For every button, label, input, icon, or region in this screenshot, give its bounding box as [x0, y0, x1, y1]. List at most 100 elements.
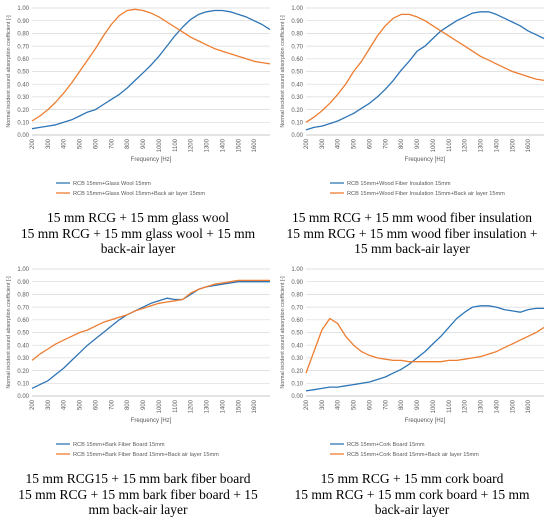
legend-label-1: RCB 15mm+Wood Fiber Insulation 15mm: [347, 181, 451, 187]
series-line-1: [305, 305, 544, 392]
y-tick-label: 0.90: [17, 19, 29, 25]
x-tick-label: 200: [304, 399, 310, 410]
y-tick-label: 0.70: [291, 305, 303, 311]
y-tick-label: 0.80: [17, 293, 29, 299]
chart-panel-cork-board: 0.00 0.10 0.20 0.30 0.40 0.50 0.60 0.70 0.80 0.90…: [276, 263, 548, 527]
x-tick-label: 300: [320, 138, 326, 149]
y-tick-label: 0.90: [291, 19, 303, 25]
y-tick-label: 0.50: [291, 70, 303, 76]
x-tick-label: 1400: [494, 138, 500, 152]
x-tick-label: 800: [125, 138, 131, 149]
caption-glass-wool: 15 mm RCG + 15 mm glass wool 15 mm RCG +…: [2, 210, 274, 257]
y-tick-label: 0.40: [291, 343, 303, 349]
x-tick-label: 800: [399, 138, 405, 149]
x-tick-label: 200: [30, 138, 36, 149]
x-axis-title: Frequency [Hz]: [405, 418, 446, 424]
caption-line-2: 15 mm RCG + 15 mm bark fiber board + 15: [18, 486, 258, 502]
y-axis-title: Normal incident sound absorption coeffic…: [6, 15, 12, 128]
x-tick-label: 1000: [157, 399, 163, 413]
y-tick-label: 0.70: [17, 44, 29, 50]
legend-label-2: RCB 15mm+Glass Wool 15mm+Back air layer …: [73, 191, 205, 197]
x-tick-label: 800: [399, 399, 405, 410]
caption-line-2: 15 mm RCG + 15 mm cork board + 15 mm: [294, 486, 530, 502]
y-tick-label: 0.80: [17, 32, 29, 38]
x-tick-label: 600: [367, 399, 373, 410]
y-tick-label: 0.00: [17, 133, 29, 139]
x-tick-label: 1300: [479, 138, 485, 152]
x-tick-label: 1300: [479, 399, 485, 413]
x-tick-label: 1000: [431, 399, 437, 413]
y-tick-label: 0.30: [17, 95, 29, 101]
x-tick-label: 1200: [463, 399, 469, 413]
series-line-2: [31, 279, 270, 361]
x-axis-title: Frequency [Hz]: [131, 157, 172, 163]
x-tick-label: 400: [336, 138, 342, 149]
x-tick-label: 500: [352, 399, 358, 410]
caption-line-3: back-air layer: [100, 241, 176, 256]
x-tick-label: 200: [30, 399, 36, 410]
y-tick-label: 0.60: [17, 318, 29, 324]
y-tick-label: 0.00: [291, 394, 303, 400]
x-tick-label: 1400: [220, 138, 226, 152]
x-tick-label: 900: [141, 138, 147, 149]
chart-cork-board: 0.00 0.10 0.20 0.30 0.40 0.50 0.60 0.70 0.80 0.90…: [280, 267, 545, 458]
caption-line-3: back-air layer: [374, 502, 450, 517]
caption-line-1: 15 mm RCG + 15 mm wood fiber insulation: [291, 210, 533, 225]
x-axis-title: Frequency [Hz]: [405, 157, 446, 163]
x-tick-label: 300: [320, 399, 326, 410]
y-tick-label: 1.00: [291, 267, 303, 273]
y-axis-title: Normal incident sound absorption coeffic…: [280, 276, 286, 389]
chart-glass-wool: 0.00 0.10 0.20 0.30 0.40 0.50 0.60 0.70 0.80 0.90…: [6, 6, 271, 197]
legend-label-1: RCB 15mm+Bark Fiber Board 15mm: [73, 442, 165, 448]
legend-label-1: RCB 15mm+Cork Board 15mm: [347, 442, 425, 448]
x-tick-label: 800: [125, 399, 131, 410]
x-tick-label: 1000: [157, 138, 163, 152]
y-tick-label: 0.90: [17, 280, 29, 286]
y-tick-label: 0.50: [17, 70, 29, 76]
y-tick-label: 0.90: [291, 280, 303, 286]
series-line-2: [305, 317, 545, 374]
x-tick-label: 200: [304, 138, 310, 149]
x-tick-label: 1500: [510, 399, 516, 413]
x-tick-label: 1100: [173, 138, 179, 152]
chart-panel-wood-fiber: 0.00 0.10 0.20 0.30 0.40 0.50 0.60 0.70 0.80 0.90…: [276, 2, 548, 266]
x-tick-label: 1100: [447, 138, 453, 152]
chart-bark-fiber: 0.00 0.10 0.20 0.30 0.40 0.50 0.60 0.70 0.80 0.90…: [6, 267, 270, 458]
x-tick-label: 700: [383, 138, 389, 149]
chart-panel-bark-fiber: 0.00 0.10 0.20 0.30 0.40 0.50 0.60 0.70 0.80 0.90…: [2, 263, 274, 527]
caption-line-1: 15 mm RCG + 15 mm cork board: [320, 471, 504, 486]
x-tick-label: 1200: [189, 399, 195, 413]
x-tick-label: 600: [367, 138, 373, 149]
x-tick-label: 700: [109, 138, 115, 149]
y-tick-label: 0.10: [291, 382, 303, 388]
y-tick-label: 1.00: [17, 6, 29, 12]
x-tick-label: 400: [62, 399, 68, 410]
caption-line-1: 15 mm RCG + 15 mm glass wool: [47, 210, 229, 225]
y-tick-label: 1.00: [291, 6, 303, 12]
x-tick-label: 1400: [220, 399, 226, 413]
y-tick-label: 0.30: [17, 356, 29, 362]
legend-label-2: RCB 15mm+Wood Fiber Insulation 15mm+Back…: [347, 191, 505, 197]
caption-line-2: 15 mm RCG + 15 mm glass wool + 15 mm: [20, 225, 256, 241]
x-tick-label: 300: [46, 399, 52, 410]
caption-line-3: mm back-air layer: [88, 502, 188, 517]
x-tick-label: 1500: [236, 399, 242, 413]
x-tick-label: 400: [62, 138, 68, 149]
x-tick-label: 900: [141, 399, 147, 410]
x-axis-title: Frequency [Hz]: [131, 418, 172, 424]
y-tick-label: 0.10: [291, 121, 303, 127]
x-tick-label: 700: [383, 399, 389, 410]
y-tick-label: 0.50: [291, 331, 303, 337]
caption-line-1: 15 mm RCG15 + 15 mm bark fiber board: [25, 471, 251, 486]
x-tick-label: 1400: [494, 399, 500, 413]
y-tick-label: 0.10: [17, 121, 29, 127]
x-tick-label: 1300: [205, 399, 211, 413]
y-tick-label: 0.80: [291, 32, 303, 38]
caption-wood-fiber: 15 mm RCG + 15 mm wood fiber insulation …: [276, 210, 548, 257]
x-tick-label: 1000: [431, 138, 437, 152]
x-tick-label: 1600: [526, 399, 532, 413]
y-tick-label: 0.40: [17, 82, 29, 88]
y-tick-label: 0.20: [291, 108, 303, 114]
x-tick-label: 1500: [236, 138, 242, 152]
x-tick-label: 600: [93, 138, 99, 149]
